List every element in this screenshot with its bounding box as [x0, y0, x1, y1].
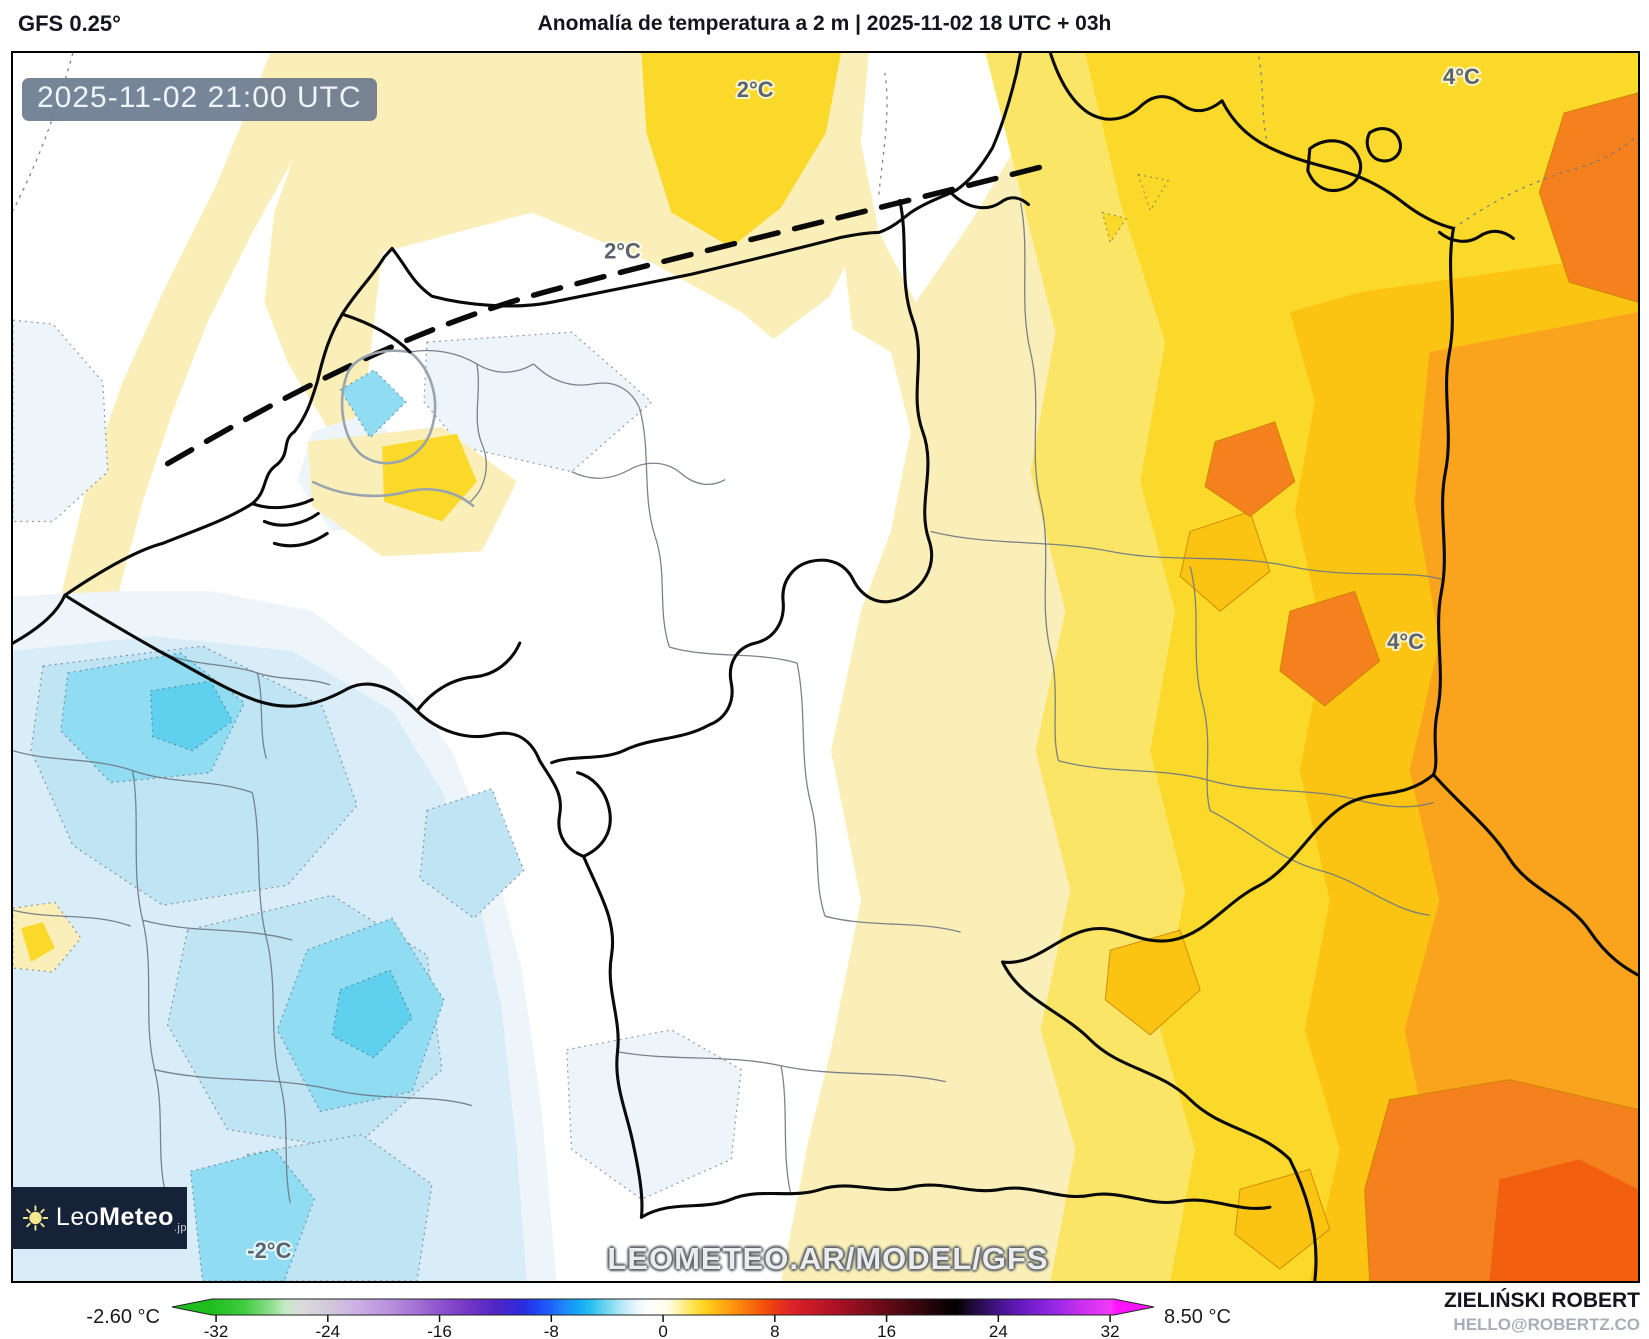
anomaly-regions: [13, 53, 1638, 1281]
colorbar-min-label: -2.60 °C: [86, 1306, 160, 1328]
page-title: Anomalía de temperatura a 2 m | 2025-11-…: [537, 12, 1112, 35]
contour-label: 2°C: [604, 238, 641, 263]
admin-borders: [13, 53, 1638, 1204]
colorbar-gradient-bar: [171, 1298, 1155, 1316]
colorbar-tick-label: 0: [658, 1322, 667, 1339]
logo-text: LeoMeteo.jp: [55, 1202, 187, 1234]
colorbar-tick-label: -32: [204, 1322, 229, 1339]
credit-email: HELLO@ROBERTZ.CO: [1453, 1315, 1640, 1334]
watermark: LEOMETEO.AR/MODEL/GFS: [607, 1241, 1049, 1276]
contour-label: 2°C: [737, 77, 774, 102]
model-label: GFS 0.25°: [18, 11, 121, 36]
sun-icon: [23, 1205, 48, 1231]
colorbar-tick-label: 8: [770, 1322, 779, 1339]
leometeo-logo: LeoMeteo.jp: [11, 1187, 187, 1249]
colorbar-tick-label: 16: [877, 1322, 896, 1339]
colorbar-tick-label: -16: [427, 1322, 452, 1339]
map-canvas: 2°C 2°C 4°C 4°C -2°C: [13, 53, 1638, 1281]
map-frame: 2°C 2°C 4°C 4°C -2°C 2025-11-02 21:00 UTC Le…: [11, 51, 1640, 1283]
country-borders: [13, 53, 1638, 1281]
contour-label: 4°C: [1443, 64, 1480, 89]
credit-name: ZIELIŃSKI ROBERT: [1443, 1289, 1640, 1312]
colorbar: -32 -24 -16 -8 0 8 16 24 32: [171, 1298, 1155, 1339]
contour-label: -2°C: [247, 1238, 291, 1263]
colorbar-tick-label: -24: [316, 1322, 341, 1339]
contour-label: 4°C: [1387, 629, 1424, 654]
colorbar-tick-label: 24: [989, 1322, 1008, 1339]
contour-labels: 2°C 2°C 4°C 4°C -2°C: [245, 62, 1482, 1265]
timestamp-badge: 2025-11-02 21:00 UTC: [22, 78, 377, 121]
colorbar-tick-label: -8: [544, 1322, 559, 1339]
colorbar-max-label: 8.50 °C: [1164, 1306, 1231, 1328]
colorbar-tick-label: 32: [1101, 1322, 1120, 1339]
colorbar-ticks: -32 -24 -16 -8 0 8 16 24 32: [204, 1315, 1120, 1339]
